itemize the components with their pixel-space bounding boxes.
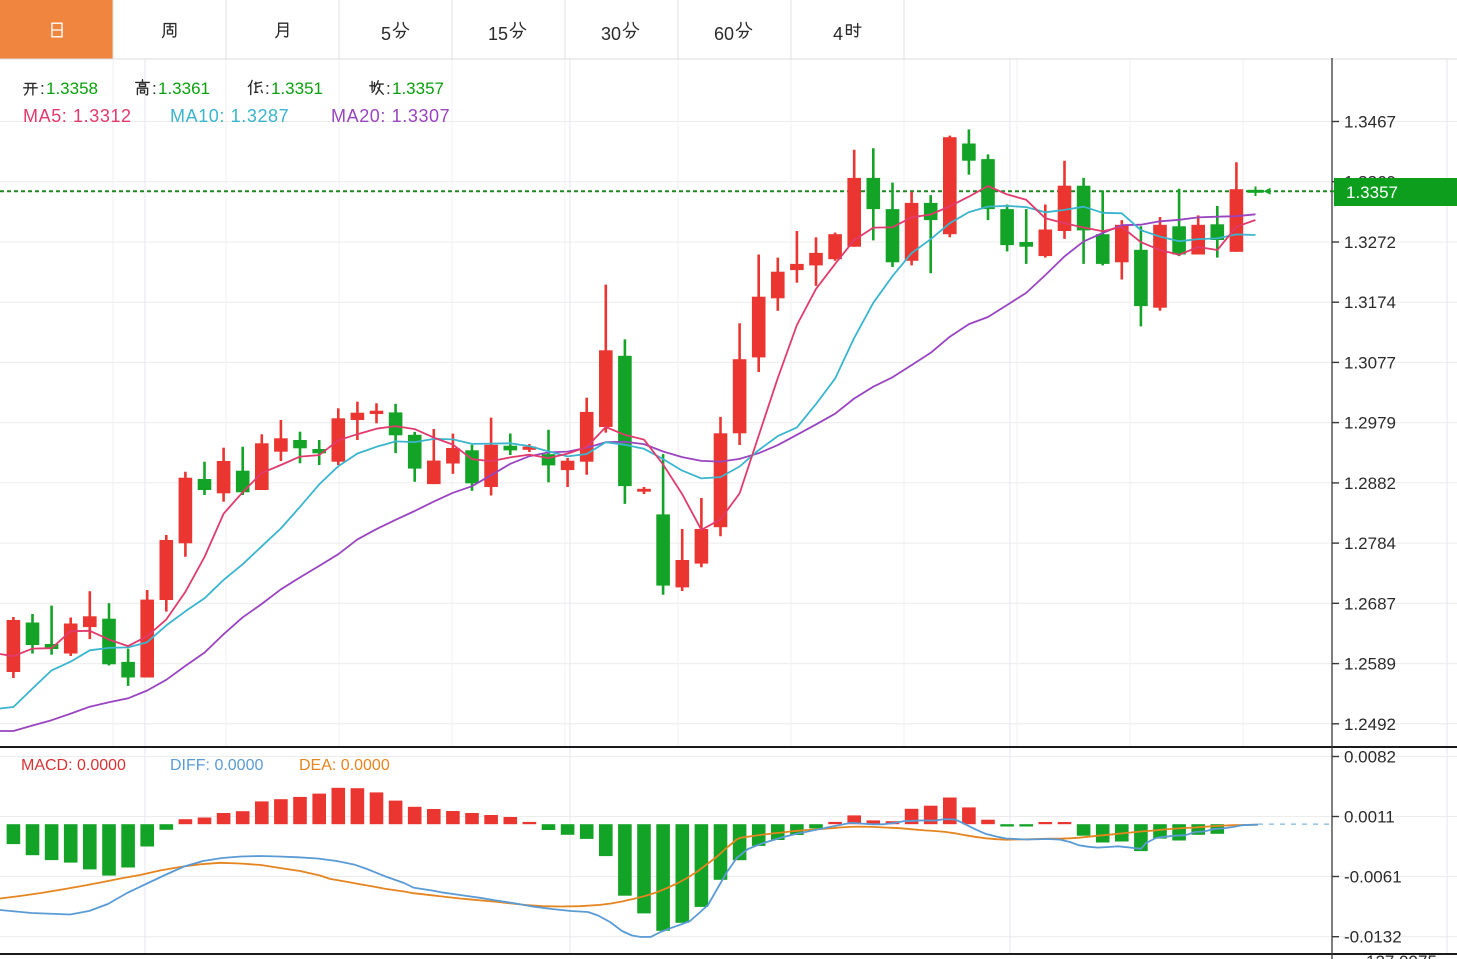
svg-text::: : <box>386 79 391 98</box>
svg-text:MACD: 0.0000: MACD: 0.0000 <box>21 757 126 774</box>
svg-text:15: 15 <box>488 24 508 44</box>
svg-text:MA10: 1.3287: MA10: 1.3287 <box>170 106 289 126</box>
svg-text:1.3361: 1.3361 <box>158 79 210 98</box>
svg-text:1.2882: 1.2882 <box>1344 474 1396 493</box>
svg-text:1.3357: 1.3357 <box>1346 183 1398 202</box>
svg-text:0.0082: 0.0082 <box>1344 748 1396 767</box>
svg-text:1.3351: 1.3351 <box>271 79 323 98</box>
svg-text:1.3272: 1.3272 <box>1344 233 1396 252</box>
svg-text:1.3357: 1.3357 <box>392 79 444 98</box>
svg-text:-0.0061: -0.0061 <box>1344 868 1402 887</box>
svg-text:-0.0132: -0.0132 <box>1344 928 1402 947</box>
svg-text:1.3174: 1.3174 <box>1344 293 1396 312</box>
svg-text:127.9975: 127.9975 <box>1366 952 1437 959</box>
svg-text:60: 60 <box>714 24 734 44</box>
svg-text:1.2687: 1.2687 <box>1344 594 1396 613</box>
svg-text:1.2979: 1.2979 <box>1344 414 1396 433</box>
svg-text:30: 30 <box>601 24 621 44</box>
svg-text:DEA: 0.0000: DEA: 0.0000 <box>299 757 390 774</box>
svg-text::: : <box>40 79 45 98</box>
svg-text:MA20: 1.3307: MA20: 1.3307 <box>331 106 450 126</box>
svg-text:4: 4 <box>833 24 843 44</box>
svg-text:1.2784: 1.2784 <box>1344 534 1396 553</box>
svg-text::: : <box>152 79 157 98</box>
svg-text:0.0011: 0.0011 <box>1344 808 1395 827</box>
svg-text:1.2589: 1.2589 <box>1344 655 1396 674</box>
svg-text::: : <box>265 79 270 98</box>
svg-text:1.3467: 1.3467 <box>1344 113 1396 132</box>
svg-text:1.2492: 1.2492 <box>1344 715 1396 734</box>
svg-text:DIFF: 0.0000: DIFF: 0.0000 <box>170 757 263 774</box>
svg-text:MA5: 1.3312: MA5: 1.3312 <box>23 106 132 126</box>
svg-text:5: 5 <box>381 24 391 44</box>
svg-text:1.3077: 1.3077 <box>1344 353 1396 372</box>
svg-text:1.3358: 1.3358 <box>46 79 98 98</box>
